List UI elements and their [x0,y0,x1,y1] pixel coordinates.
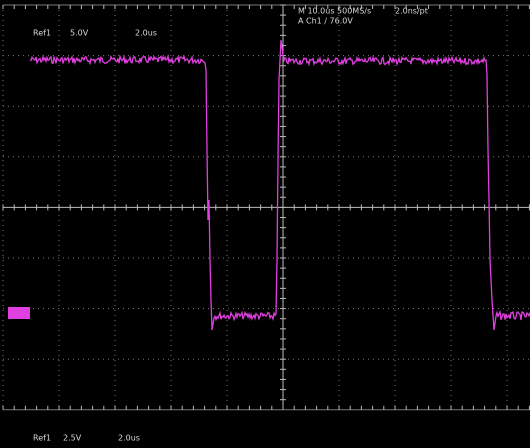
timebase: M 10.0us 500MS/s [298,7,371,16]
bottom-volts: 2.5V [63,434,82,443]
ground-marker [8,307,30,319]
bottom-ref: Ref1 [33,434,51,443]
trigger: A Ch1 ∕ 76.0V [298,17,353,26]
resolution: 2.0ns/pt [395,7,428,16]
ref-volts: 5.0V [70,29,89,38]
bottom-time: 2.0us [118,434,140,443]
ref-label: Ref1 [33,29,51,38]
graticule [2,4,530,411]
waveform [29,39,530,331]
ref-time: 2.0us [135,29,157,38]
